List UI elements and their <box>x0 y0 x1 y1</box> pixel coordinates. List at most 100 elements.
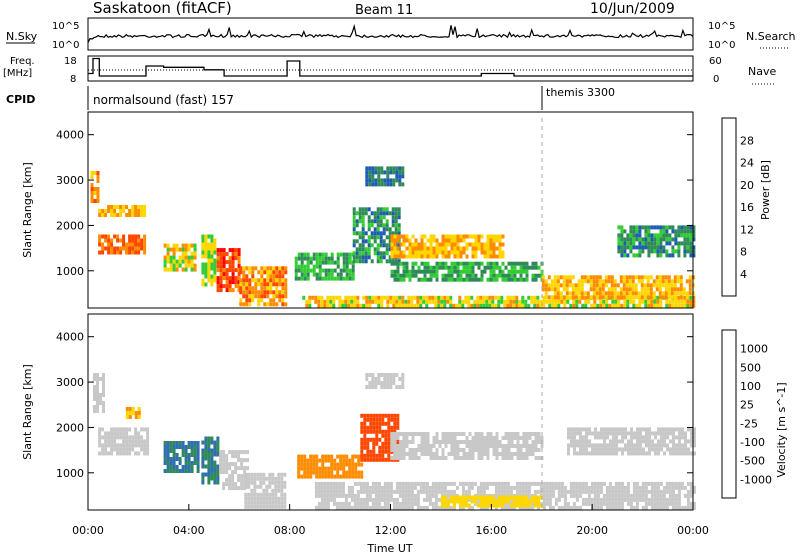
velocity-cell <box>339 458 343 463</box>
power-cell <box>333 268 337 273</box>
power-cell <box>257 298 261 303</box>
velocity-cell <box>342 458 346 463</box>
power-cell <box>476 299 480 304</box>
velocity-cell <box>527 489 531 494</box>
velocity-cell <box>300 462 304 467</box>
power-cell <box>432 238 436 243</box>
velocity-cell <box>268 492 272 497</box>
power-cell <box>231 256 235 261</box>
power-cell <box>662 249 666 254</box>
power-cell <box>635 253 639 258</box>
power-cell <box>393 261 397 266</box>
velocity-cell <box>654 451 657 456</box>
velocity-cell <box>599 489 603 494</box>
power-cell <box>410 303 414 308</box>
velocity-cell <box>320 493 324 498</box>
power-cell <box>632 303 636 308</box>
power-cell <box>607 295 611 300</box>
power-cell <box>275 302 279 307</box>
velocity-cell <box>389 489 393 494</box>
velocity-cell <box>557 481 561 486</box>
velocity-cell <box>467 489 471 494</box>
velocity-cell <box>465 440 469 444</box>
power-cell <box>668 237 672 242</box>
power-cell <box>339 252 343 257</box>
power-cell <box>560 299 564 304</box>
power-cell <box>399 234 403 239</box>
velocity-cell <box>506 501 510 506</box>
power-cell <box>541 279 545 284</box>
velocity-cell <box>398 481 402 486</box>
power-cell <box>281 302 285 307</box>
power-cell <box>390 246 394 251</box>
velocity-cell <box>387 453 391 458</box>
power-cell <box>125 205 129 209</box>
velocity-cell <box>674 493 678 498</box>
velocity-cell <box>107 431 111 436</box>
power-cell <box>169 255 173 260</box>
power-cell <box>284 270 288 275</box>
velocity-cell <box>128 411 132 415</box>
power-cell <box>396 273 400 278</box>
velocity-cell <box>277 504 281 509</box>
power-cell <box>459 238 463 243</box>
power-cell <box>116 234 120 239</box>
velocity-cell <box>653 485 657 490</box>
velocity-cell <box>432 452 436 456</box>
power-cell <box>626 233 630 238</box>
power-cell <box>339 276 343 281</box>
power-cell <box>358 215 362 220</box>
power-cell <box>201 242 205 247</box>
velocity-cell <box>527 493 531 498</box>
power-cell <box>402 250 406 255</box>
power-cell <box>101 246 105 251</box>
power-cell <box>367 239 371 244</box>
velocity-cell <box>392 381 396 385</box>
power-cell <box>166 243 170 248</box>
power-cell <box>686 303 690 308</box>
velocity-cell <box>187 441 191 445</box>
power-cell <box>96 195 100 199</box>
power-cell <box>386 174 390 179</box>
velocity-cell <box>414 456 418 460</box>
velocity-cell <box>638 497 642 502</box>
power-cell <box>311 295 315 300</box>
velocity-cell <box>636 439 639 444</box>
velocity-cell <box>338 501 342 506</box>
velocity-cell <box>240 486 244 491</box>
velocity-cell <box>371 381 375 385</box>
velocity-cell <box>560 505 564 510</box>
velocity-cell <box>660 443 663 448</box>
velocity-cell <box>339 462 343 467</box>
velocity-cell <box>422 481 426 486</box>
velocity-cell <box>495 448 499 452</box>
power-cell <box>245 274 249 279</box>
power-cell <box>467 299 471 304</box>
power-cell <box>655 279 659 284</box>
velocity-cell <box>134 443 138 448</box>
velocity-cell <box>473 501 477 506</box>
velocity-cell <box>339 454 343 459</box>
velocity-cell <box>101 451 105 456</box>
power-cell <box>391 219 395 224</box>
velocity-cell <box>125 427 129 432</box>
velocity-cell <box>297 474 301 479</box>
power-cell <box>234 284 238 289</box>
velocity-cell <box>515 495 519 500</box>
velocity-cell <box>581 501 585 506</box>
velocity-cell <box>389 385 393 389</box>
velocity-cell <box>283 472 287 477</box>
power-cell <box>677 225 681 230</box>
power-cell <box>631 295 635 300</box>
velocity-cell <box>689 505 693 510</box>
power-cell <box>628 287 632 292</box>
velocity-cell <box>280 496 284 501</box>
velocity-cell <box>512 505 516 510</box>
power-cell <box>559 275 563 280</box>
power-cell <box>201 270 205 275</box>
power-cell <box>390 250 394 255</box>
velocity-cell <box>596 489 600 494</box>
power-cell <box>308 295 312 300</box>
velocity-cell <box>357 470 361 475</box>
power-cell <box>204 242 208 247</box>
